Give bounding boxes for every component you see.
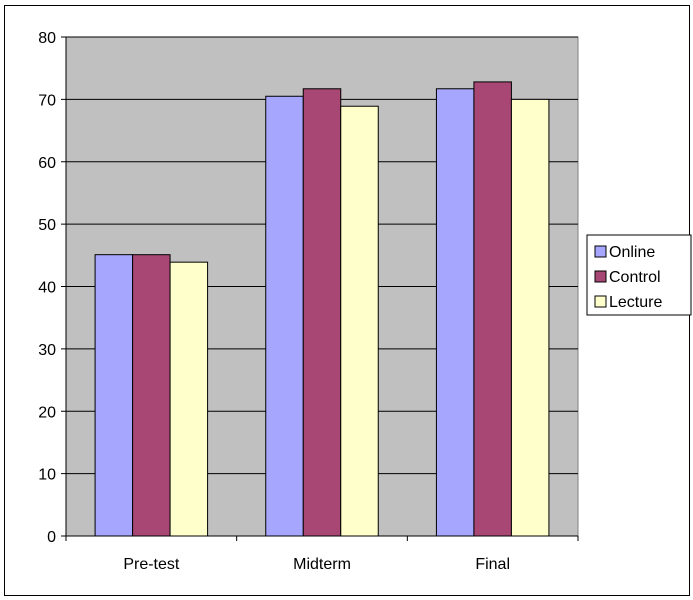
legend-swatch-control bbox=[594, 270, 607, 283]
bar-online-final bbox=[435, 88, 475, 537]
y-tick-label: 0 bbox=[47, 529, 56, 546]
bar-online-midterm bbox=[265, 95, 304, 537]
x-tick-label: Midterm bbox=[293, 556, 351, 573]
legend-swatch-online bbox=[594, 245, 607, 258]
bars bbox=[94, 81, 550, 537]
bar-control-final bbox=[473, 81, 512, 537]
y-tick-label: 70 bbox=[38, 92, 56, 109]
legend-label-lecture: Lecture bbox=[609, 294, 662, 311]
legend-label-control: Control bbox=[609, 269, 661, 286]
legend: Online Control Lecture bbox=[586, 234, 692, 316]
legend-label-online: Online bbox=[609, 244, 655, 261]
bar-lecture-pre-test bbox=[169, 261, 209, 537]
bar-control-pre-test bbox=[132, 254, 171, 537]
y-tick-label: 50 bbox=[38, 217, 56, 234]
bar-lecture-final bbox=[510, 98, 550, 537]
y-axis-ticks: 0 10 20 30 40 50 60 70 80 bbox=[38, 30, 66, 546]
x-tick-label: Pre-test bbox=[123, 556, 180, 573]
x-axis-ticks: Pre-test Midterm Final bbox=[65, 536, 579, 573]
y-tick-label: 20 bbox=[38, 404, 56, 421]
bar-lecture-midterm bbox=[340, 105, 379, 537]
bar-online-pre-test bbox=[94, 254, 134, 537]
y-tick-label: 40 bbox=[38, 280, 56, 297]
y-tick-label: 60 bbox=[38, 155, 56, 172]
x-tick-label: Final bbox=[475, 556, 510, 573]
legend-swatch-lecture bbox=[594, 295, 607, 308]
y-tick-label: 80 bbox=[38, 30, 56, 47]
y-tick-label: 30 bbox=[38, 342, 56, 359]
bar-control-midterm bbox=[302, 88, 342, 537]
y-tick-label: 10 bbox=[38, 467, 56, 484]
